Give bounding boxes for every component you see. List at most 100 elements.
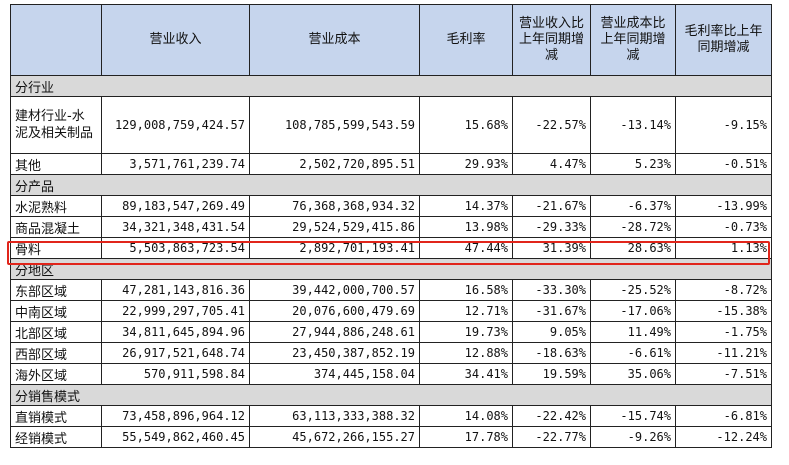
value-cell: -21.67% [512,195,591,217]
value-cell: -0.51% [675,153,772,175]
value-cell: 129,008,759,424.57 [101,96,250,154]
row-label: 东部区域 [10,279,102,301]
value-cell: 27,944,886,248.61 [249,321,420,343]
value-cell: 14.37% [419,195,513,217]
value-cell: -31.67% [512,300,591,322]
table-row: 其他 3,571,761,239.74 2,502,720,895.51 29.93%… [10,153,772,175]
row-label: 中南区域 [10,300,102,322]
value-cell: 108,785,599,543.59 [249,96,420,154]
value-cell: 34,321,348,431.54 [101,216,250,238]
table-row: 西部区域 26,917,521,648.74 23,450,387,852.19 12… [10,342,772,364]
value-cell: 34.41% [419,363,513,385]
value-cell: -22.42% [512,405,591,427]
value-cell: 374,445,158.04 [249,363,420,385]
value-cell: 2,502,720,895.51 [249,153,420,175]
section-title: 分产品 [10,174,772,196]
row-label: 经销模式 [10,426,102,448]
value-cell: 12.71% [419,300,513,322]
row-label: 西部区域 [10,342,102,364]
value-cell: -29.33% [512,216,591,238]
row-label: 商品混凝土 [10,216,102,238]
value-cell: -8.72% [675,279,772,301]
row-label: 建材行业-水泥及相关制品 [10,96,102,154]
header-cost-yoy: 营业成本比上年同期增减 [590,4,676,76]
value-cell: -22.77% [512,426,591,448]
value-cell: 55,549,862,460.45 [101,426,250,448]
value-cell: 22,999,297,705.41 [101,300,250,322]
value-cell: -6.61% [590,342,676,364]
value-cell: -15.74% [590,405,676,427]
value-cell: -9.15% [675,96,772,154]
value-cell: 13.98% [419,216,513,238]
section-row: 分行业 [10,75,772,97]
value-cell: 4.47% [512,153,591,175]
table-row: 商品混凝土 34,321,348,431.54 29,524,529,415.86 1… [10,216,772,238]
value-cell: -7.51% [675,363,772,385]
value-cell: 29.93% [419,153,513,175]
value-cell: -12.24% [675,426,772,448]
value-cell: -1.75% [675,321,772,343]
table-row: 海外区域 570,911,598.84 374,445,158.04 34.41% 19… [10,363,772,385]
value-cell: 19.59% [512,363,591,385]
value-cell: -0.73% [675,216,772,238]
value-cell: 63,113,333,388.32 [249,405,420,427]
value-cell: -13.14% [590,96,676,154]
value-cell: 89,183,547,269.49 [101,195,250,217]
value-cell: 35.06% [590,363,676,385]
value-cell: 15.68% [419,96,513,154]
value-cell: 73,458,896,964.12 [101,405,250,427]
header-cost: 营业成本 [249,4,420,76]
value-cell: 11.49% [590,321,676,343]
value-cell: 9.05% [512,321,591,343]
value-cell: 23,450,387,852.19 [249,342,420,364]
value-cell: 14.08% [419,405,513,427]
table-row: 建材行业-水泥及相关制品 129,008,759,424.57 108,785,59… [10,96,772,154]
value-cell: -13.99% [675,195,772,217]
header-row: 营业收入 营业成本 毛利率 营业收入比上年同期增减 营业成本比上年同期增减 毛利… [10,4,772,76]
table-row: 直销模式 73,458,896,964.12 63,113,333,388.32 14… [10,405,772,427]
highlight-box-aggregate-row [7,241,770,265]
value-cell: 12.88% [419,342,513,364]
value-cell: -17.06% [590,300,676,322]
value-cell: -25.52% [590,279,676,301]
row-label: 水泥熟料 [10,195,102,217]
header-margin-yoy: 毛利率比上年同期增减 [675,4,772,76]
value-cell: -22.57% [512,96,591,154]
value-cell: 19.73% [419,321,513,343]
value-cell: -6.81% [675,405,772,427]
value-cell: 3,571,761,239.74 [101,153,250,175]
value-cell: 76,368,368,934.32 [249,195,420,217]
value-cell: 47,281,143,816.36 [101,279,250,301]
header-revenue-yoy: 营业收入比上年同期增减 [512,4,591,76]
value-cell: 45,672,266,155.27 [249,426,420,448]
value-cell: -15.38% [675,300,772,322]
value-cell: -18.63% [512,342,591,364]
value-cell: 5.23% [590,153,676,175]
section-row: 分产品 [10,174,772,196]
value-cell: 17.78% [419,426,513,448]
value-cell: 16.58% [419,279,513,301]
value-cell: 20,076,600,479.69 [249,300,420,322]
value-cell: 26,917,521,648.74 [101,342,250,364]
header-revenue: 营业收入 [101,4,250,76]
segment-revenue-table: 营业收入 营业成本 毛利率 营业收入比上年同期增减 营业成本比上年同期增减 毛利… [10,4,772,448]
table-row: 北部区域 34,811,645,894.96 27,944,886,248.61 19… [10,321,772,343]
section-title: 分销售模式 [10,384,772,406]
section-title: 分行业 [10,75,772,97]
value-cell: -11.21% [675,342,772,364]
value-cell: -9.26% [590,426,676,448]
row-label: 直销模式 [10,405,102,427]
table-row: 经销模式 55,549,862,460.45 45,672,266,155.27 17… [10,426,772,448]
value-cell: 570,911,598.84 [101,363,250,385]
row-label: 其他 [10,153,102,175]
value-cell: -33.30% [512,279,591,301]
row-label: 海外区域 [10,363,102,385]
row-label: 北部区域 [10,321,102,343]
value-cell: 34,811,645,894.96 [101,321,250,343]
value-cell: -28.72% [590,216,676,238]
value-cell: 39,442,000,700.57 [249,279,420,301]
header-cell-blank [10,4,102,76]
value-cell: -6.37% [590,195,676,217]
section-row: 分销售模式 [10,384,772,406]
table-row: 中南区域 22,999,297,705.41 20,076,600,479.69 12… [10,300,772,322]
